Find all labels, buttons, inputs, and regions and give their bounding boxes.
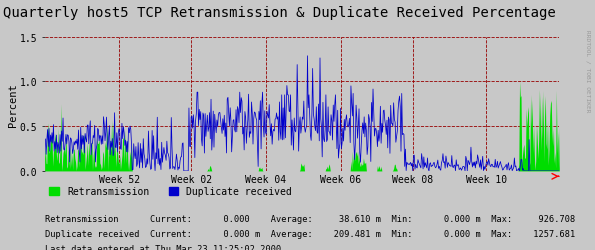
Text: Duplicate received  Current:      0.000 m  Average:    209.481 m  Min:      0.00: Duplicate received Current: 0.000 m Aver…	[45, 229, 575, 238]
Text: Quarterly host5 TCP Retransmission & Duplicate Received Percentage: Quarterly host5 TCP Retransmission & Dup…	[4, 6, 556, 20]
Text: RRDTOOL / TOBI OETIKER: RRDTOOL / TOBI OETIKER	[586, 30, 591, 112]
Y-axis label: Percent: Percent	[8, 82, 18, 126]
Text: Retransmission      Current:      0.000    Average:     38.610 m  Min:      0.00: Retransmission Current: 0.000 Average: 3…	[45, 214, 575, 223]
Text: Last data entered at Thu Mar 23 11:25:02 2000.: Last data entered at Thu Mar 23 11:25:02…	[45, 244, 286, 250]
Legend: Retransmission, Duplicate received: Retransmission, Duplicate received	[49, 186, 292, 196]
